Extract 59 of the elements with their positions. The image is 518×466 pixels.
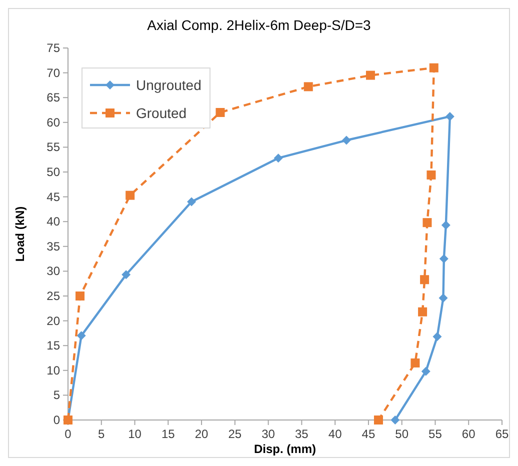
x-axis-title: Disp. (mm) (254, 442, 316, 456)
y-tick-label: 45 (46, 190, 60, 204)
x-tick-label: 10 (128, 427, 142, 441)
x-tick-label: 50 (395, 427, 409, 441)
x-tick-label: 25 (228, 427, 242, 441)
point (439, 254, 448, 264)
y-tick-label: 60 (46, 115, 60, 130)
point (426, 170, 436, 180)
point (126, 190, 135, 200)
x-tick-label: 30 (262, 427, 276, 441)
x-tick-label: 60 (462, 427, 476, 441)
point (432, 332, 442, 342)
point (187, 197, 196, 206)
x-tick-label: 15 (161, 427, 176, 441)
point (342, 136, 351, 145)
x-tick-label: 20 (194, 427, 209, 441)
point (420, 275, 430, 284)
y-tick-label: 40 (46, 214, 60, 229)
y-tick-label: 65 (46, 90, 60, 105)
point (422, 218, 432, 228)
point (374, 416, 383, 424)
x-tick-label: 40 (328, 427, 342, 441)
y-tick-label: 30 (46, 264, 60, 278)
point (366, 70, 375, 80)
y-tick-label: 5 (53, 388, 60, 402)
y-tick-label: 20 (46, 314, 60, 328)
chart-title: Axial Comp. 2Helix-6m Deep-S/D=3 (147, 17, 372, 33)
point (122, 270, 131, 280)
x-tick-label: 55 (428, 427, 442, 441)
point (76, 292, 85, 300)
point (441, 220, 450, 230)
point (304, 82, 313, 92)
x-tick-label: 0 (64, 427, 72, 441)
point (410, 358, 420, 368)
point (274, 154, 283, 163)
point (418, 307, 428, 316)
y-tick-label: 70 (46, 66, 60, 80)
y-tick-label: 0 (53, 413, 60, 427)
point (76, 331, 86, 340)
x-tick-label: 35 (295, 427, 309, 441)
y-tick-label: 10 (46, 363, 60, 378)
y-tick-label: 25 (46, 289, 60, 303)
y-tick-label: 50 (46, 165, 60, 179)
y-tick-label: 75 (46, 41, 60, 55)
x-tick-label: 65 (495, 427, 509, 441)
y-tick-label: 15 (46, 338, 60, 353)
y-tick-label: 55 (46, 140, 60, 154)
point (429, 63, 438, 72)
y-tick-label: 35 (46, 239, 60, 254)
point (438, 293, 448, 302)
y-axis-title: Load (kN) (13, 206, 27, 262)
x-tick-label: 5 (98, 427, 106, 441)
point (445, 112, 454, 121)
point (390, 416, 400, 424)
x-tick-label: 45 (362, 427, 376, 441)
legend-label: Grouted (136, 105, 187, 121)
point (421, 366, 430, 376)
legend-label: Ungrouted (136, 77, 202, 93)
point (216, 108, 225, 117)
